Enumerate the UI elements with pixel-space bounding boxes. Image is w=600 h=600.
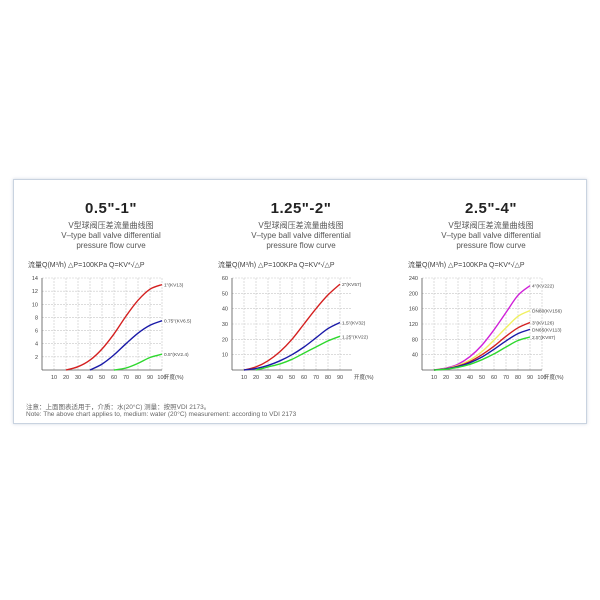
series-label: 2"(KV57) (342, 282, 362, 288)
series-label: DN80(KV156) (532, 309, 562, 315)
y-tick-label: 30 (222, 322, 228, 328)
x-axis-label: 开度(%) (164, 373, 184, 381)
chart-subtitle-en-1: V–type ball valve differential (441, 231, 541, 240)
chart-plot-2: 10 20 30 40 50 60 70 80 90 10 20 30 40 50 60 开度(%) 2"(KV… (222, 276, 374, 381)
chart-plot-1: 10 20 30 40 50 60 70 80 90 100 2 4 6 8 10 12 14 开度(%) 1"(K… (32, 276, 192, 381)
x-tick-label: 100 (157, 375, 166, 381)
x-tick-label: 10 (241, 375, 247, 381)
series-label: 3"(KV126) (532, 320, 554, 326)
chart-panel-1: 0.5"-1" V型球阀压差流量曲线图 V–type ball valve di… (18, 180, 204, 385)
y-tick-label: 80 (412, 337, 418, 343)
footnote-en: Note: The above chart applies to, medium… (26, 411, 297, 418)
y-tick-label: 6 (35, 329, 38, 335)
series-label: 1"(KV13) (164, 283, 184, 289)
x-tick-label: 40 (467, 375, 473, 381)
y-tick-label: 200 (409, 291, 418, 297)
series-label: 4"(KV222) (532, 284, 554, 290)
chart-card: 0.5"-1" V型球阀压差流量曲线图 V–type ball valve di… (13, 179, 587, 424)
series-label: 0.75"(KV6.5) (164, 319, 192, 325)
footnote-cn: 注意：上面图表适用于，介质：水(20°C) 测量：按照VDI 2173。 (26, 404, 211, 411)
series-line (65, 283, 163, 371)
y-tick-label: 2 (35, 355, 38, 361)
y-tick-label: 50 (222, 291, 228, 297)
x-tick-label: 30 (455, 375, 461, 381)
series-label: 2.5"(KV87) (532, 335, 556, 341)
x-tick-label: 30 (265, 375, 271, 381)
x-tick-label: 90 (527, 375, 533, 381)
y-tick-label: 60 (222, 276, 228, 282)
series-label: 0.5"(KV2.4) (164, 352, 189, 358)
x-tick-label: 80 (515, 375, 521, 381)
y-tick-label: 40 (222, 307, 228, 313)
y-tick-label: 14 (32, 276, 38, 282)
chart-formula: 流量Q(M³/h) △P=100KPa Q=KV*√△P (408, 262, 525, 269)
series-line (89, 320, 163, 371)
chart-title: 2.5"-4" (465, 200, 517, 217)
series-line (243, 283, 341, 371)
chart-subtitle-en-2: pressure flow curve (76, 241, 146, 250)
x-tick-label: 20 (443, 375, 449, 381)
chart-subtitle-en-2: pressure flow curve (456, 241, 526, 250)
x-tick-label: 20 (63, 375, 69, 381)
x-tick-label: 60 (301, 375, 307, 381)
chart-subtitle-cn: V型球阀压差流量曲线图 (68, 221, 154, 230)
y-tick-label: 20 (222, 337, 228, 343)
chart-subtitle-cn: V型球阀压差流量曲线图 (448, 221, 534, 230)
x-tick-label: 50 (479, 375, 485, 381)
y-tick-label: 10 (32, 302, 38, 308)
x-tick-label: 10 (431, 375, 437, 381)
x-tick-label: 70 (313, 375, 319, 381)
y-tick-label: 12 (32, 289, 38, 295)
x-tick-label: 10 (51, 375, 57, 381)
chart-formula: 流量Q(M³/h) △P=100KPa Q=KV*√△P (28, 262, 145, 269)
chart-title: 1.25"-2" (270, 200, 332, 217)
y-tick-label: 160 (409, 307, 418, 313)
chart-subtitle-en-1: V–type ball valve differential (251, 231, 351, 240)
chart-plot-3: 10 20 30 40 50 60 70 80 90 100 40 80 120 160 200 240 开度(… (409, 276, 564, 381)
y-tick-label: 120 (409, 322, 418, 328)
chart-title: 0.5"-1" (85, 200, 137, 217)
chart-panel-2: 1.25"-2" V型球阀压差流量曲线图 V–type ball valve d… (208, 180, 394, 385)
x-tick-label: 80 (135, 375, 141, 381)
series-line (433, 336, 531, 371)
chart-subtitle-en-2: pressure flow curve (266, 241, 336, 250)
series-line (113, 353, 163, 371)
x-tick-label: 70 (123, 375, 129, 381)
series-label: 1.25"(KV22) (342, 334, 368, 340)
series-line (433, 309, 531, 371)
x-tick-label: 90 (147, 375, 153, 381)
x-tick-label: 40 (277, 375, 283, 381)
y-tick-label: 240 (409, 276, 418, 282)
chart-formula: 流量Q(M³/h) △P=100KPa Q=KV*√△P (218, 262, 335, 269)
x-tick-label: 40 (87, 375, 93, 381)
chart-panel-3: 2.5"-4" V型球阀压差流量曲线图 V–type ball valve di… (398, 180, 584, 385)
x-axis-label: 开度(%) (544, 373, 564, 381)
series-line (255, 335, 341, 371)
y-tick-label: 40 (412, 353, 418, 359)
x-axis-label: 开度(%) (354, 373, 374, 381)
series-label: DN65(KV113) (532, 327, 562, 333)
chart-subtitle-cn: V型球阀压差流量曲线图 (258, 221, 344, 230)
x-tick-label: 50 (99, 375, 105, 381)
x-tick-label: 20 (253, 375, 259, 381)
x-tick-label: 60 (491, 375, 497, 381)
series-line (243, 321, 341, 371)
series-label: 1.5"(KV32) (342, 320, 366, 326)
x-tick-label: 90 (337, 375, 343, 381)
y-tick-label: 4 (35, 342, 38, 348)
x-tick-label: 30 (75, 375, 81, 381)
y-tick-label: 10 (222, 353, 228, 359)
chart-subtitle-en-1: V–type ball valve differential (61, 231, 161, 240)
y-tick-label: 8 (35, 315, 38, 321)
x-tick-label: 60 (111, 375, 117, 381)
x-tick-label: 100 (537, 375, 546, 381)
x-tick-label: 70 (503, 375, 509, 381)
x-tick-label: 50 (289, 375, 295, 381)
x-tick-label: 80 (325, 375, 331, 381)
